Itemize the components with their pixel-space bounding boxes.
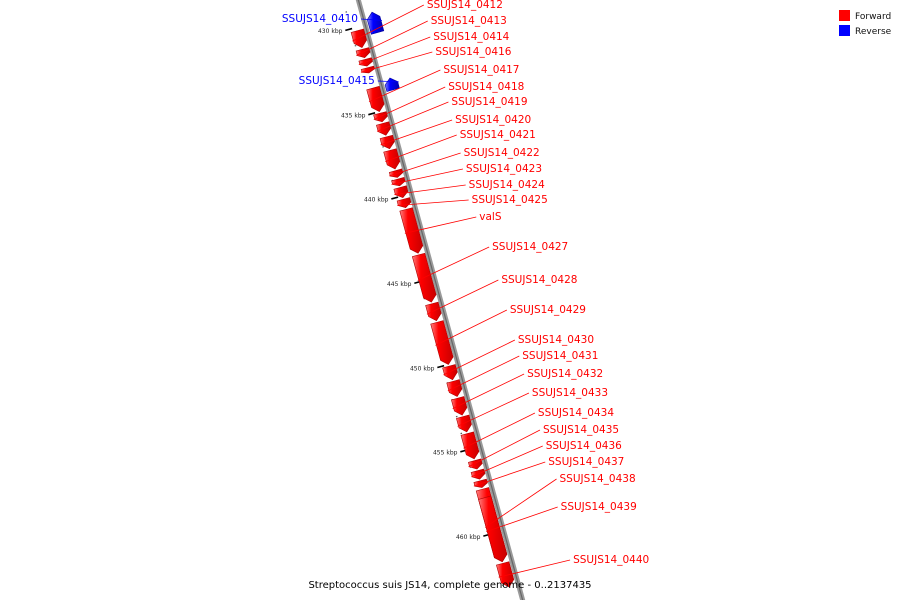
gene-label[interactable]: SSUJS14_0433 (532, 387, 608, 399)
gene-label[interactable]: SSUJS14_0419 (451, 96, 527, 108)
gene-label[interactable]: SSUJS14_0436 (546, 440, 622, 452)
label-leader (452, 373, 525, 409)
major-tick: 430 kbp (318, 27, 353, 35)
gene-label[interactable]: SSUJS14_0428 (501, 274, 577, 286)
label-leader (435, 309, 508, 346)
label-leader (356, 20, 428, 56)
gene-label[interactable]: SSUJS14_0430 (518, 334, 594, 346)
gene-label[interactable]: SSUJS14_0414 (433, 31, 509, 43)
label-leader (468, 429, 541, 468)
genome-backbone (355, 0, 526, 600)
gene-label[interactable]: SSUJS14_0439 (561, 501, 637, 513)
label-leader (394, 184, 466, 195)
gene-arrow[interactable] (393, 185, 409, 198)
label-leader (360, 51, 433, 73)
gene-label[interactable]: SSUJS14_0438 (560, 473, 636, 485)
major-tick: 455 kbp (433, 449, 468, 457)
gene-label[interactable]: SSUJS14_0432 (527, 368, 603, 380)
label-leader (426, 279, 499, 315)
gene-label[interactable]: SSUJS14_0417 (443, 64, 519, 76)
gene-arrow[interactable] (496, 561, 515, 588)
gene-label[interactable]: SSUJS14_0415 (299, 75, 375, 87)
major-tick: 440 kbp (364, 196, 399, 204)
gene-label[interactable]: SSUJS14_0431 (522, 350, 598, 362)
tick-label: 430 kbp (318, 28, 343, 35)
label-leader (391, 168, 464, 185)
tick-label: 455 kbp (433, 450, 458, 457)
tick-label: 445 kbp (387, 281, 412, 288)
gene-arrow[interactable] (478, 495, 508, 563)
tick-mark (345, 27, 353, 32)
label-leaders (352, 4, 571, 578)
label-leader (463, 412, 536, 449)
label-leader (443, 339, 516, 376)
tick-label: 440 kbp (364, 197, 389, 204)
tick-label: 460 kbp (456, 534, 481, 541)
gene-arrow[interactable] (366, 11, 385, 35)
label-leader (498, 559, 571, 578)
label-leader (368, 69, 441, 103)
gene-label[interactable]: SSUJS14_0418 (448, 81, 524, 93)
tick-mark (437, 364, 445, 369)
label-leader (376, 101, 449, 132)
label-leader (360, 18, 383, 21)
legend-reverse-swatch (839, 25, 850, 36)
tick-mark (391, 196, 399, 200)
gene-label[interactable]: SSUJS14_0421 (460, 129, 536, 141)
gene-label[interactable]: SSUJS14_0423 (466, 163, 542, 175)
label-leader (352, 4, 425, 42)
gene-label[interactable]: SSUJS14_0429 (510, 304, 586, 316)
label-leader (380, 119, 453, 146)
label-leader (447, 355, 520, 392)
label-leader (389, 152, 461, 177)
gene-arrow[interactable] (399, 207, 424, 254)
label-leader (373, 86, 446, 120)
tick-label: 435 kbp (341, 112, 366, 119)
legend-forward-label: Forward (855, 12, 891, 22)
tick-label: 450 kbp (410, 365, 435, 372)
gene-label[interactable]: SSUJS14_0437 (548, 456, 624, 468)
gene-label[interactable]: SSUJS14_0420 (455, 114, 531, 126)
major-ticks: 430 kbp 435 kbp 440 kbp 445 kbp 450 kbp 455 k… (318, 27, 491, 541)
gene-label[interactable]: SSUJS14_0440 (573, 554, 649, 566)
gene-label[interactable]: SSUJS14_0422 (464, 147, 540, 159)
label-leader (457, 392, 530, 427)
label-leader (473, 461, 546, 487)
tick-mark (368, 112, 376, 116)
legend: Forward Reverse (839, 10, 892, 37)
gene-arrow[interactable] (473, 478, 488, 488)
gene-label[interactable]: valS (479, 211, 502, 223)
major-tick: 435 kbp (341, 112, 376, 119)
label-leader (397, 199, 469, 206)
gene-label[interactable]: SSUJS14_0435 (543, 424, 619, 436)
gene-label[interactable]: SSUJS14_0410 (282, 13, 358, 25)
gene-arrow[interactable] (396, 197, 412, 209)
legend-forward-swatch (839, 10, 850, 21)
gene-labels: SSUJS14_0410 SSUJS14_0412 SSUJS14_0413 SSUJ… (282, 0, 649, 566)
label-leader (417, 246, 490, 281)
gene-label[interactable]: SSUJS14_0425 (472, 194, 548, 206)
label-leader (471, 445, 543, 478)
major-tick: 460 kbp (456, 533, 491, 541)
label-leader (377, 80, 399, 83)
label-leader (484, 478, 557, 528)
gene-arrow[interactable] (388, 168, 404, 178)
gene-arrow[interactable] (379, 134, 395, 150)
gene-label[interactable]: SSUJS14_0427 (492, 241, 568, 253)
gene-label[interactable]: SSUJS14_0413 (431, 15, 507, 27)
label-leader (404, 216, 477, 234)
label-leader (358, 36, 431, 66)
major-tick: 450 kbp (410, 364, 445, 372)
gene-label[interactable]: SSUJS14_0424 (469, 179, 545, 191)
label-leader (486, 506, 558, 533)
label-leader (385, 134, 457, 163)
map-caption: Streptococcus suis JS14, complete genome… (308, 580, 591, 591)
gene-label[interactable]: SSUJS14_0412 (427, 0, 503, 11)
gene-label[interactable]: SSUJS14_0416 (435, 46, 511, 58)
gene-label[interactable]: SSUJS14_0434 (538, 407, 614, 419)
legend-reverse-label: Reverse (855, 27, 892, 37)
major-tick: 445 kbp (387, 280, 422, 288)
